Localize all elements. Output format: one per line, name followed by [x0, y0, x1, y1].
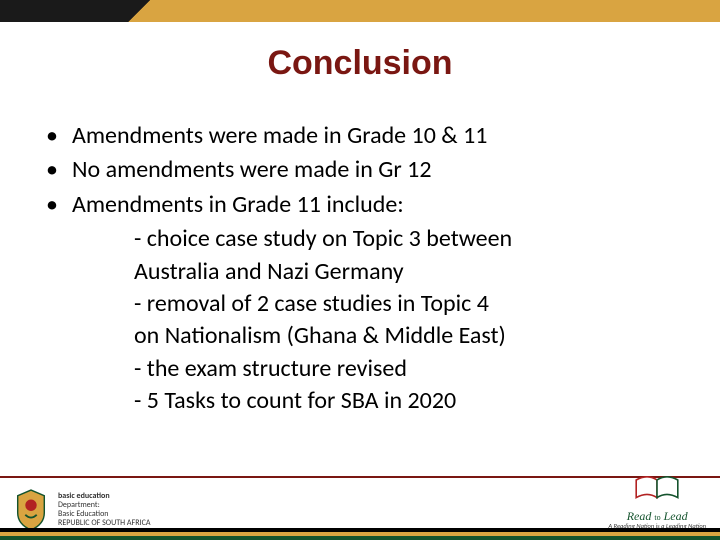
sub-item: Australia and Nazi Germany: [134, 256, 674, 288]
bullet-marker: •: [46, 154, 72, 186]
dept-logo-block: basic education Department: Basic Educat…: [12, 488, 150, 532]
read-to-lead-text: Read to Lead: [608, 510, 706, 522]
bullet-item: • Amendments were made in Grade 10 & 11: [46, 120, 674, 152]
bullet-item: • Amendments in Grade 11 include:: [46, 189, 674, 221]
sub-item: - removal of 2 case studies in Topic 4: [134, 288, 674, 320]
bullet-marker: •: [46, 120, 72, 152]
bullet-text: Amendments in Grade 11 include:: [72, 189, 674, 221]
lead-word: Lead: [664, 509, 688, 523]
bullet-item: • No amendments were made in Gr 12: [46, 154, 674, 186]
slide-title: Conclusion: [0, 44, 720, 83]
bullet-text: No amendments were made in Gr 12: [72, 154, 674, 186]
dept-country: REPUBLIC OF SOUTH AFRICA: [58, 519, 150, 528]
accent-dark-segment: [0, 0, 120, 22]
bullet-marker: •: [46, 189, 72, 221]
bullet-text: Amendments were made in Grade 10 & 11: [72, 120, 674, 152]
open-book-icon: [633, 473, 681, 503]
accent-diagonal-segment: [120, 0, 160, 22]
dept-text: basic education Department: Basic Educat…: [58, 492, 150, 529]
to-word: to: [654, 513, 660, 522]
accent-gold-segment: [160, 0, 720, 22]
read-word: Read: [627, 509, 652, 523]
sub-item: - choice case study on Topic 3 between: [134, 223, 674, 255]
footer-flag-stripes: [0, 528, 720, 540]
slide-footer: basic education Department: Basic Educat…: [0, 476, 720, 540]
sub-item: - the exam structure revised: [134, 353, 674, 385]
slide-body: • Amendments were made in Grade 10 & 11 …: [46, 120, 674, 418]
sub-item: on Nationalism (Ghana & Middle East): [134, 320, 674, 352]
sub-item: - 5 Tasks to count for SBA in 2020: [134, 385, 674, 417]
read-to-lead-logo: Read to Lead A Reading Nation is a Leadi…: [608, 473, 706, 530]
stripe-green: [0, 536, 720, 540]
top-accent-bar: [0, 0, 720, 22]
coat-of-arms-icon: [12, 488, 50, 532]
